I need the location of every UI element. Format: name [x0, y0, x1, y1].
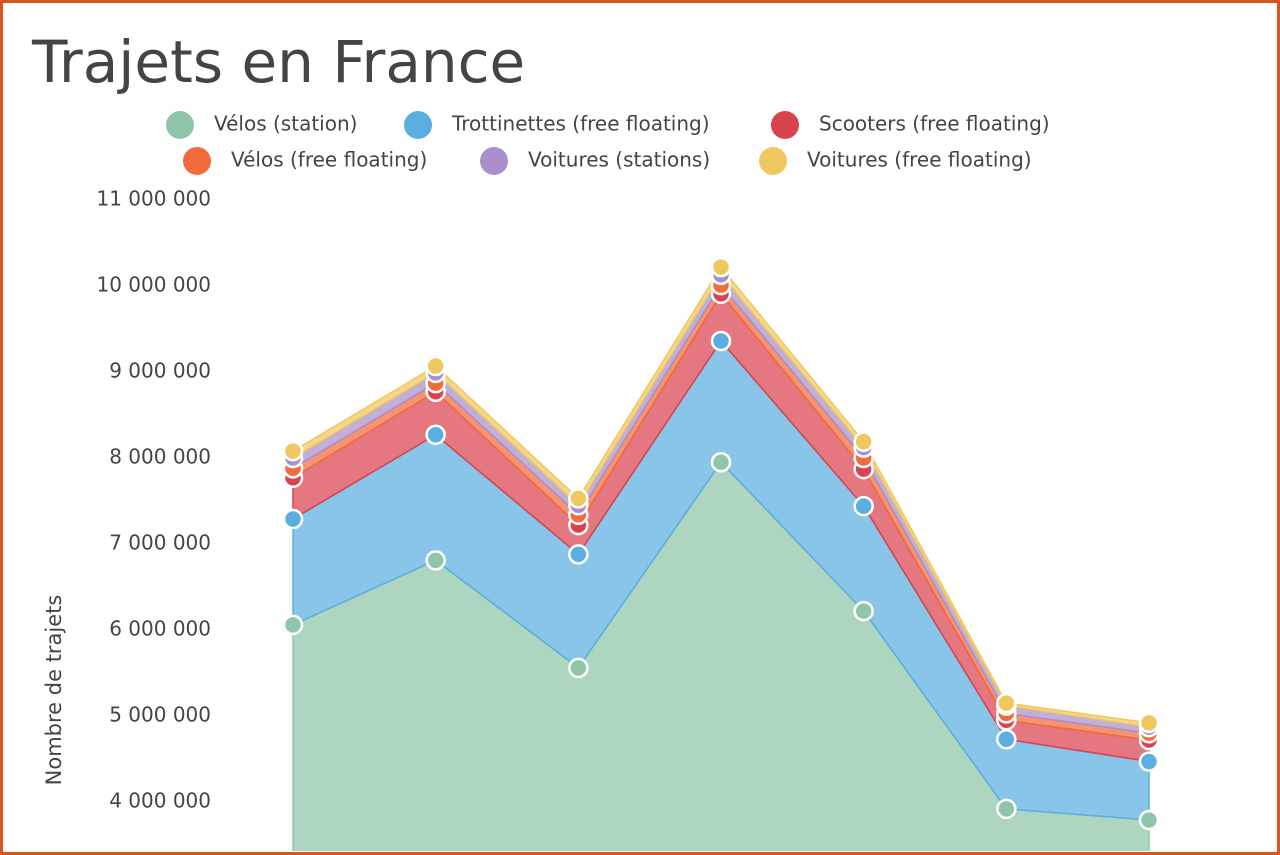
data-point: [425, 550, 446, 571]
y-tick-label: 4 000 000: [109, 789, 211, 813]
y-tick-label: 5 000 000: [109, 703, 211, 727]
legend-label: Scooters (free floating): [819, 112, 1050, 136]
data-point: [1138, 712, 1160, 734]
y-tick-label: 7 000 000: [109, 531, 211, 555]
data-point: [996, 798, 1017, 820]
data-point: [282, 508, 304, 530]
data-point: [282, 614, 304, 636]
legend-marker: [480, 147, 508, 175]
y-axis-title: Nombre de trajets: [42, 595, 66, 786]
chart-title: Trajets en France: [31, 28, 525, 96]
data-point: [996, 692, 1017, 714]
data-point: [282, 440, 304, 462]
legend-marker: [404, 111, 432, 139]
y-tick-label: 8 000 000: [109, 445, 211, 469]
legend-marker: [166, 111, 194, 139]
data-point: [425, 424, 446, 446]
legend-label: Voitures (free floating): [807, 148, 1032, 172]
y-tick-label: 9 000 000: [109, 359, 211, 383]
data-point: [425, 355, 446, 377]
data-point: [710, 256, 732, 278]
data-point: [568, 488, 589, 509]
legend-marker: [183, 147, 211, 175]
legend-label: Vélos (station): [214, 112, 357, 136]
legend-label: Trottinettes (free floating): [451, 112, 710, 136]
data-point: [996, 728, 1017, 750]
y-tick-label: 6 000 000: [109, 617, 211, 641]
data-point: [1138, 809, 1160, 831]
legend-marker: [771, 111, 799, 139]
plot-area: [282, 256, 1160, 851]
data-point: [853, 600, 874, 622]
legend-label: Voitures (stations): [528, 148, 710, 172]
data-point: [568, 544, 589, 565]
data-point: [853, 495, 874, 517]
legend-label: Vélos (free floating): [231, 148, 427, 172]
legend-marker: [759, 147, 787, 175]
y-tick-label: 11 000 000: [96, 187, 211, 211]
y-tick-label: 10 000 000: [96, 273, 211, 297]
data-point: [568, 657, 589, 679]
data-point: [853, 431, 874, 452]
data-point: [1138, 751, 1160, 772]
data-point: [710, 330, 732, 352]
data-point: [710, 452, 732, 473]
